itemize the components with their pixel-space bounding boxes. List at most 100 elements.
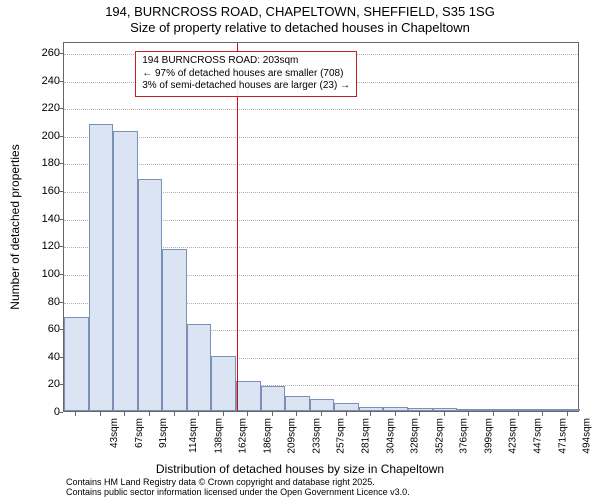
histogram-bar (408, 408, 433, 411)
x-tick-mark (124, 412, 125, 416)
x-tick-mark (444, 412, 445, 416)
x-tick-mark (149, 412, 150, 416)
y-tick-mark (59, 136, 63, 137)
annotation-line: ← 97% of detached houses are smaller (70… (142, 68, 350, 81)
y-tick-label: 200 (26, 130, 60, 142)
y-tick-label: 140 (26, 213, 60, 225)
y-tick-label: 240 (26, 75, 60, 87)
x-tick-label: 447sqm (533, 418, 544, 454)
histogram-bar (89, 124, 114, 411)
y-tick-mark (59, 357, 63, 358)
histogram-bar (457, 409, 482, 411)
y-tick-mark (59, 274, 63, 275)
x-tick-label: 162sqm (238, 418, 249, 454)
histogram-bar (506, 409, 531, 411)
x-tick-label: 233sqm (311, 418, 322, 454)
annotation-line: 3% of semi-detached houses are larger (2… (142, 80, 350, 93)
y-tick-label: 180 (26, 157, 60, 169)
x-tick-label: 494sqm (582, 418, 593, 454)
x-tick-mark (493, 412, 494, 416)
x-tick-mark (395, 412, 396, 416)
histogram-bar (433, 408, 458, 411)
histogram-bar (285, 396, 310, 411)
histogram-bar (138, 179, 163, 411)
annotation-line: 194 BURNCROSS ROAD: 203sqm (142, 55, 350, 68)
y-tick-label: 100 (26, 268, 60, 280)
histogram-bar (162, 249, 187, 411)
y-axis-label: Number of detached properties (8, 144, 22, 309)
gridline (64, 164, 578, 165)
x-tick-mark (370, 412, 371, 416)
y-tick-mark (59, 53, 63, 54)
gridline (64, 109, 578, 110)
x-tick-mark (419, 412, 420, 416)
x-tick-label: 91sqm (158, 418, 169, 448)
y-tick-label: 120 (26, 240, 60, 252)
x-tick-mark (247, 412, 248, 416)
histogram-bar (261, 386, 286, 411)
x-tick-label: 114sqm (188, 418, 199, 453)
x-tick-label: 138sqm (213, 418, 224, 454)
histogram-bar (334, 403, 359, 411)
x-tick-label: 281sqm (361, 418, 372, 454)
annotation-box: 194 BURNCROSS ROAD: 203sqm← 97% of detac… (135, 51, 357, 97)
chart-title-line1: 194, BURNCROSS ROAD, CHAPELTOWN, SHEFFIE… (0, 4, 600, 19)
y-tick-label: 80 (26, 296, 60, 308)
y-tick-mark (59, 246, 63, 247)
x-tick-mark (198, 412, 199, 416)
y-tick-label: 20 (26, 378, 60, 390)
y-tick-mark (59, 384, 63, 385)
y-tick-mark (59, 412, 63, 413)
x-tick-mark (272, 412, 273, 416)
x-tick-label: 399sqm (483, 418, 494, 454)
histogram-bar (113, 131, 138, 411)
x-axis-label: Distribution of detached houses by size … (0, 462, 600, 476)
x-tick-mark (296, 412, 297, 416)
x-tick-mark (75, 412, 76, 416)
histogram-bar (310, 399, 335, 411)
histogram-bar (482, 409, 507, 411)
x-tick-label: 43sqm (109, 418, 120, 448)
x-tick-mark (468, 412, 469, 416)
histogram-bar (383, 407, 408, 411)
x-tick-label: 186sqm (262, 418, 273, 454)
x-tick-label: 209sqm (287, 418, 298, 454)
y-tick-label: 260 (26, 47, 60, 59)
y-tick-label: 40 (26, 351, 60, 363)
footer-line2: Contains public sector information licen… (66, 488, 410, 498)
y-tick-mark (59, 163, 63, 164)
y-tick-mark (59, 219, 63, 220)
x-tick-mark (567, 412, 568, 416)
x-tick-mark (518, 412, 519, 416)
y-tick-label: 60 (26, 323, 60, 335)
y-tick-mark (59, 108, 63, 109)
x-tick-mark (174, 412, 175, 416)
x-tick-label: 352sqm (434, 418, 445, 454)
histogram-bar (64, 317, 89, 411)
histogram-bar (236, 381, 261, 411)
marker-line (237, 43, 238, 411)
y-tick-mark (59, 81, 63, 82)
x-tick-mark (321, 412, 322, 416)
histogram-bar (555, 409, 580, 411)
x-tick-label: 304sqm (385, 418, 396, 454)
gridline (64, 137, 578, 138)
x-tick-label: 67sqm (134, 418, 145, 448)
y-tick-label: 160 (26, 185, 60, 197)
x-tick-label: 376sqm (459, 418, 470, 454)
chart-title-line2: Size of property relative to detached ho… (0, 20, 600, 35)
x-tick-label: 423sqm (508, 418, 519, 454)
x-tick-mark (346, 412, 347, 416)
histogram-bar (531, 409, 556, 411)
y-tick-mark (59, 329, 63, 330)
histogram-bar (359, 407, 384, 411)
x-tick-mark (100, 412, 101, 416)
y-tick-label: 0 (26, 406, 60, 418)
plot-area: 194 BURNCROSS ROAD: 203sqm← 97% of detac… (63, 42, 579, 412)
histogram-bar (187, 324, 212, 411)
x-tick-label: 328sqm (410, 418, 421, 454)
x-tick-mark (223, 412, 224, 416)
x-tick-label: 257sqm (336, 418, 347, 454)
y-tick-mark (59, 191, 63, 192)
histogram-bar (211, 356, 236, 411)
